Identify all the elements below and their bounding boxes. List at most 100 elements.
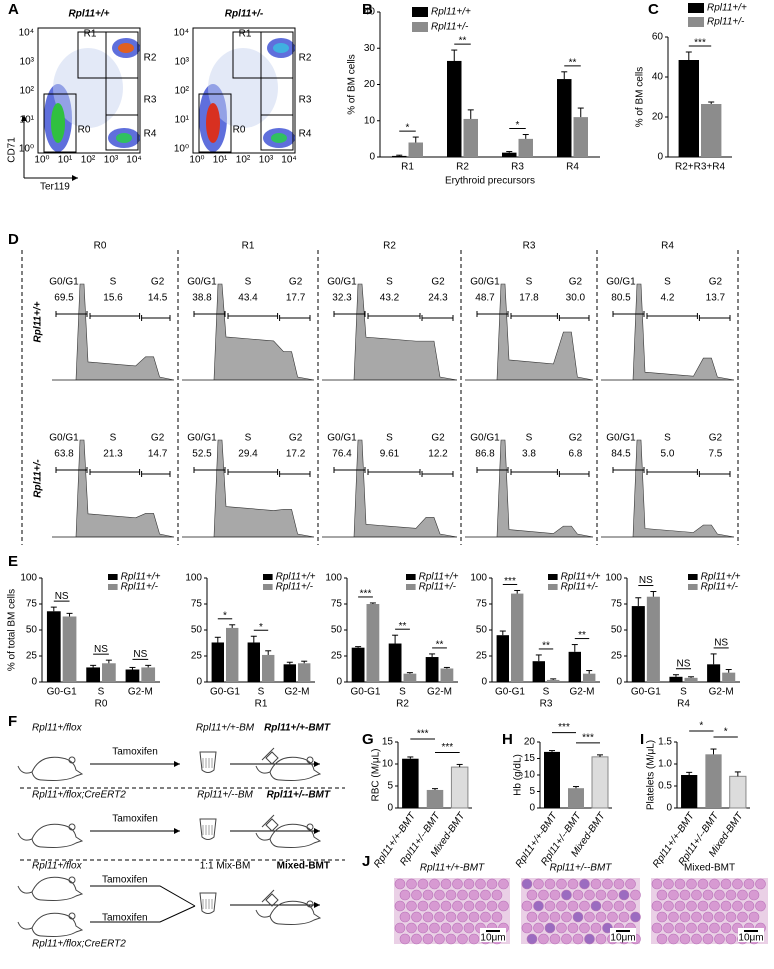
phase-label: G2 xyxy=(709,433,723,444)
bar xyxy=(351,647,365,682)
recipient-label: Mixed-BMT xyxy=(277,861,330,872)
y-tick-label: 0 xyxy=(529,803,535,814)
phase-label: G2 xyxy=(431,433,445,444)
significance-label: *** xyxy=(504,576,516,587)
x-tick-label: S xyxy=(98,687,105,698)
x-tick-label: 10³ xyxy=(259,155,274,166)
cell xyxy=(406,878,417,890)
cell xyxy=(480,911,491,923)
cell xyxy=(625,900,636,912)
cell xyxy=(491,911,503,923)
x-tick-label: 10¹ xyxy=(58,155,73,166)
cell xyxy=(538,911,549,923)
marrow-label: Rpl11+/--BM xyxy=(197,790,253,801)
significance-label: *** xyxy=(360,589,372,600)
phase-label: G2 xyxy=(289,277,303,288)
cell xyxy=(663,900,674,912)
cell xyxy=(417,878,429,890)
significance-label: *** xyxy=(441,742,453,753)
x-tick-label: G0-G1 xyxy=(47,687,77,698)
density-core xyxy=(51,103,65,143)
syringe-icon xyxy=(261,814,279,832)
y-tick-label: 5 xyxy=(529,786,535,797)
legend-swatch xyxy=(108,584,118,590)
cell xyxy=(521,900,533,912)
y-tick-label: 75 xyxy=(26,599,38,610)
cell xyxy=(452,878,463,890)
y-tick-label: 75 xyxy=(611,599,623,610)
cell xyxy=(417,900,429,912)
y-tick-label: 20 xyxy=(364,79,376,90)
bar xyxy=(425,657,439,682)
cell xyxy=(668,911,679,923)
bar xyxy=(450,766,469,809)
x-axis-label: R2 xyxy=(396,699,409,710)
cell xyxy=(737,911,748,923)
cell xyxy=(607,911,618,923)
y-axis-label: % of BM cells xyxy=(347,54,358,115)
bar xyxy=(392,155,407,157)
cell xyxy=(702,911,714,923)
plot-title: Rpl11+/- xyxy=(225,9,264,20)
legend-swatch xyxy=(108,574,118,580)
cell xyxy=(595,889,607,901)
cell xyxy=(714,889,725,901)
legend-swatch xyxy=(548,584,558,590)
legend-label: Rpl11+/- xyxy=(561,582,599,593)
cell xyxy=(702,933,714,945)
y-tick-label: 10 xyxy=(524,770,536,781)
x-tick-label: G0-G1 xyxy=(495,687,525,698)
treatment-label: Tamoxifen xyxy=(102,875,148,886)
phase-label: S xyxy=(110,433,117,444)
phase-label: G2 xyxy=(151,277,165,288)
histogram xyxy=(465,439,594,538)
cell xyxy=(674,922,686,934)
bar xyxy=(226,627,239,682)
significance-label: ** xyxy=(436,640,444,651)
y-axis-label: Hb (g/dL) xyxy=(513,754,524,796)
mouse-ear xyxy=(68,912,76,920)
y-tick-label: 10⁰ xyxy=(19,144,34,155)
y-tick-label: 0 xyxy=(616,677,622,688)
phase-label: G0/G1 xyxy=(49,277,79,288)
arrow-head xyxy=(314,761,320,767)
cell xyxy=(549,889,561,901)
y-tick-label: 25 xyxy=(331,651,343,662)
y-axis-label: % of total BM cells xyxy=(7,589,18,671)
y-axis-label: RBC (M/μL) xyxy=(371,749,382,802)
mouse-icon xyxy=(17,876,84,901)
y-tick-label: 15 xyxy=(524,753,536,764)
cell xyxy=(445,933,457,945)
cell xyxy=(714,911,725,923)
cell xyxy=(572,889,584,901)
bar xyxy=(568,788,584,808)
x-tick-label: R1 xyxy=(401,162,414,173)
significance-label: ** xyxy=(569,57,577,68)
cell xyxy=(686,922,697,934)
scale-label: 10μm xyxy=(610,933,635,944)
cell xyxy=(686,900,697,912)
bar xyxy=(426,789,444,808)
x-tick-label: 10¹ xyxy=(213,155,228,166)
phase-label: S xyxy=(386,277,393,288)
phase-label: G0/G1 xyxy=(470,433,500,444)
mouse-icon xyxy=(17,756,84,781)
legend-label: Rpl11+/- xyxy=(121,582,159,593)
x-tick-label: 10⁰ xyxy=(189,155,204,166)
y-tick-label: 5 xyxy=(387,781,393,792)
y-tick-label: 100 xyxy=(325,573,342,584)
cell xyxy=(651,900,663,912)
significance-label: *** xyxy=(417,729,429,740)
bar xyxy=(86,667,100,682)
bar xyxy=(646,596,660,682)
cell xyxy=(691,889,702,901)
y-tick-label: 100 xyxy=(20,573,37,584)
x-tick-label: G2-M xyxy=(427,687,452,698)
scale-label: 10μm xyxy=(480,933,505,944)
phase-label: S xyxy=(664,277,671,288)
legend-label: Rpl11+/+ xyxy=(419,572,459,583)
bar xyxy=(366,604,380,682)
significance-label: ** xyxy=(542,641,550,652)
legend-label: Rpl11+/- xyxy=(419,582,457,593)
